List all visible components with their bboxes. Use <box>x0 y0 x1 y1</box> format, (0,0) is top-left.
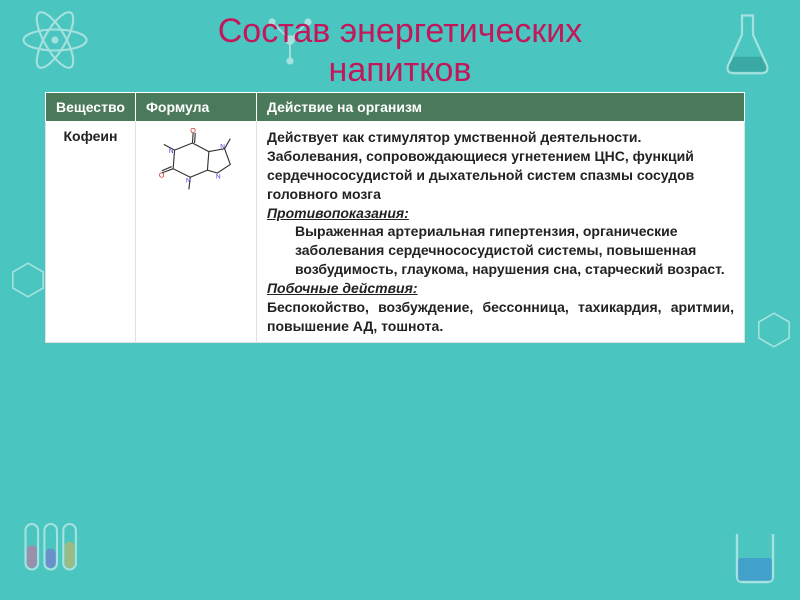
col-header-effect: Действие на организм <box>256 93 744 122</box>
formula-cell: O O N N N N <box>135 122 256 343</box>
svg-text:N: N <box>216 174 221 181</box>
bg-hexagon-icon <box>8 260 48 300</box>
title-line-2: напитков <box>329 51 472 89</box>
svg-text:N: N <box>220 144 225 151</box>
table-header-row: Вещество Формула Действие на организм <box>46 93 745 122</box>
contraindications-label: Противопоказания: <box>267 205 409 221</box>
table-row: Кофеин O O N <box>46 122 745 343</box>
title-line-1: Состав энергетических <box>218 12 583 50</box>
bg-beaker-icon <box>725 520 785 590</box>
contraindications-text: Выраженная артериальная гипертензия, орг… <box>267 222 734 279</box>
col-header-substance: Вещество <box>46 93 136 122</box>
svg-text:N: N <box>186 177 191 184</box>
effect-cell: Действует как стимулятор умственной деят… <box>256 122 744 343</box>
svg-text:O: O <box>159 171 165 179</box>
bg-hexagon-icon <box>754 310 794 350</box>
side-effects-label: Побочные действия: <box>267 280 418 296</box>
svg-text:O: O <box>190 128 196 135</box>
effect-intro: Действует как стимулятор умственной деят… <box>267 129 694 202</box>
substance-cell: Кофеин <box>46 122 136 343</box>
caffeine-structure-icon: O O N N N N <box>146 128 246 208</box>
bg-testtube-icon <box>15 505 85 585</box>
composition-table: Вещество Формула Действие на организм Ко… <box>45 92 745 343</box>
slide-title: Состав энергетических напитков <box>0 0 800 90</box>
col-header-formula: Формула <box>135 93 256 122</box>
svg-text:N: N <box>169 148 174 155</box>
side-effects-text: Беспокойство, возбуждение, бессонница, т… <box>267 298 734 336</box>
